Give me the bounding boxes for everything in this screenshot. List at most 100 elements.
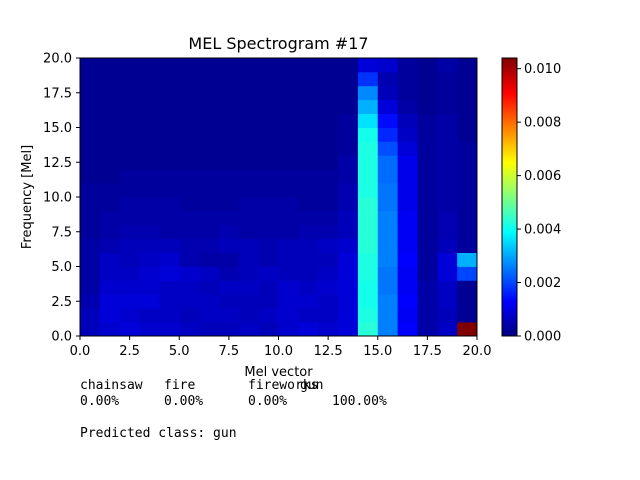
colorbar-segment: [502, 98, 517, 101]
colorbar-segment: [502, 312, 517, 315]
heatmap-cell: [318, 308, 339, 323]
heatmap-cell: [437, 71, 458, 87]
heatmap-cell: [238, 113, 260, 128]
colorbar-segment: [502, 120, 517, 123]
heatmap-cell: [199, 183, 220, 198]
colorbar-segment: [502, 162, 517, 165]
heatmap-cell: [218, 252, 240, 267]
heatmap-cell: [179, 127, 200, 142]
heatmap-cell: [318, 294, 339, 309]
heatmap-cell: [199, 238, 220, 253]
heatmap-cell: [278, 58, 299, 73]
heatmap-cell: [218, 308, 240, 323]
colorbar-segment: [502, 254, 517, 257]
heatmap-cell: [417, 113, 438, 128]
heatmap-cell: [119, 183, 140, 198]
heatmap-cell: [457, 169, 478, 184]
heatmap-cell: [119, 141, 140, 156]
heatmap-cell: [99, 224, 121, 240]
heatmap-cell: [99, 169, 121, 184]
heatmap-cell: [238, 280, 260, 295]
heatmap-cell: [457, 155, 478, 170]
heatmap-cell: [278, 210, 299, 226]
heatmap-cell: [139, 238, 160, 253]
heatmap-cell: [457, 280, 478, 295]
heatmap-cell: [377, 141, 398, 156]
colorbar-segment: [502, 232, 517, 235]
heatmap-cell: [199, 308, 220, 323]
heatmap-cell: [159, 141, 180, 156]
heatmap-cell: [278, 280, 299, 295]
heatmap-cell: [357, 113, 379, 128]
heatmap-cell: [80, 224, 101, 240]
heatmap-cell: [139, 141, 160, 156]
heatmap-cell: [457, 210, 478, 226]
heatmap-cell: [397, 308, 418, 323]
heatmap-cell: [179, 155, 200, 170]
heatmap-cell: [179, 113, 200, 128]
colorbar-segment: [502, 138, 517, 141]
colorbar-segment: [502, 168, 517, 171]
heatmap-cell: [417, 210, 438, 226]
heatmap-cell: [318, 85, 339, 101]
colorbar-segment: [502, 330, 517, 333]
colorbar-segment: [502, 248, 517, 251]
heatmap-cell: [258, 99, 279, 114]
heatmap-cell: [437, 141, 458, 156]
heatmap-cell: [437, 169, 458, 184]
heatmap-cell: [258, 155, 279, 170]
heatmap-cell: [457, 85, 478, 101]
heatmap-cell: [179, 308, 200, 323]
heatmap-cell: [377, 238, 398, 253]
heatmap-cell: [99, 308, 121, 323]
colorbar-tick-label: 0.006: [524, 169, 561, 184]
colorbar-segment: [502, 192, 517, 195]
heatmap-cell: [338, 308, 359, 323]
heatmap-cell: [139, 85, 160, 101]
heatmap-cell: [318, 141, 339, 156]
x-axis-ticks: 0.0 2.5 5.0 7.5 10.0 12.5 15.0 17.5 20.0: [70, 336, 491, 359]
colorbar-segment: [502, 140, 517, 143]
colorbar-segment: [502, 208, 517, 211]
colorbar-segment: [502, 276, 517, 279]
x-tick-label: 5.0: [169, 344, 190, 359]
heatmap-cell: [159, 58, 180, 73]
colorbar-segment: [502, 316, 517, 319]
heatmap-cell: [119, 322, 140, 337]
heatmap-cell: [397, 280, 418, 295]
heatmap-cell: [199, 99, 220, 114]
colorbar-segment: [502, 110, 517, 113]
x-tick-label: 2.5: [119, 344, 140, 359]
heatmap-cell: [338, 71, 359, 87]
colorbar-segment: [502, 238, 517, 241]
colorbar-segment: [502, 94, 517, 97]
colorbar-segment: [502, 214, 517, 217]
heatmap-cell: [199, 322, 220, 337]
heatmap-cell: [457, 183, 478, 198]
heatmap-cell: [159, 197, 180, 212]
heatmap-cell: [80, 85, 101, 101]
colorbar-segment: [502, 218, 517, 221]
heatmap-cell: [119, 99, 140, 114]
chart-title: MEL Spectrogram #17: [188, 34, 368, 53]
heatmap-cell: [417, 294, 438, 309]
heatmap-cell: [298, 71, 319, 87]
heatmap-cell: [80, 266, 101, 281]
heatmap-cell: [377, 169, 398, 184]
heatmap-cell: [80, 322, 101, 337]
heatmap-cell: [298, 85, 319, 101]
colorbar-segment: [502, 300, 517, 303]
colorbar-segment: [502, 182, 517, 185]
heatmap-cell: [338, 127, 359, 142]
heatmap-cell: [377, 224, 398, 240]
colorbar-segment: [502, 100, 517, 103]
heatmap-cell: [318, 266, 339, 281]
heatmap-cell: [397, 322, 418, 337]
y-tick-label: 12.5: [43, 156, 72, 171]
heatmap-cell: [357, 252, 379, 267]
colorbar-segment: [502, 132, 517, 135]
y-tick-label: 7.5: [51, 225, 72, 240]
heatmap-cell: [417, 280, 438, 295]
heatmap-cell: [437, 252, 458, 267]
colorbar-segment: [502, 310, 517, 313]
